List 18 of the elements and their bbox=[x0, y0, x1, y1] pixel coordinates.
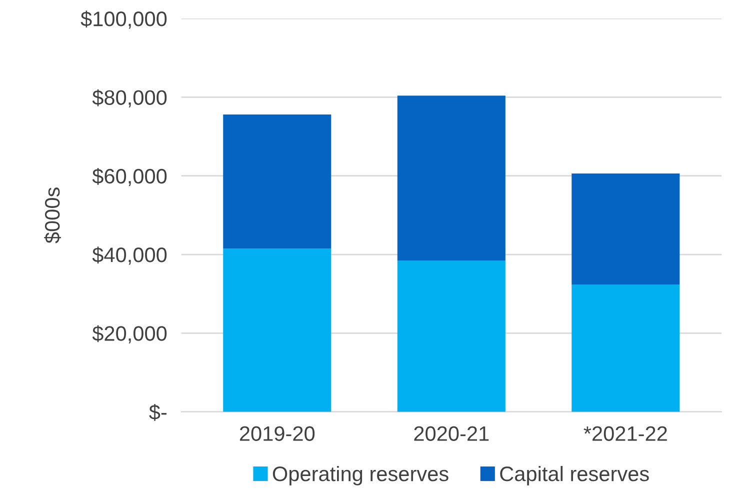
legend-label: Capital reserves bbox=[500, 466, 649, 486]
legend-label: Operating reserves bbox=[272, 466, 448, 486]
y-tick-label: $40,000 bbox=[92, 246, 167, 265]
y-tick-label: $100,000 bbox=[80, 10, 167, 29]
bar bbox=[397, 260, 506, 412]
y-tick-label: $- bbox=[149, 404, 166, 421]
y-tick-label: $20,000 bbox=[92, 325, 167, 344]
x-tick-label: 2020-21 bbox=[414, 426, 489, 442]
bar bbox=[223, 114, 332, 249]
bar bbox=[397, 96, 506, 261]
bar bbox=[572, 173, 680, 285]
bar bbox=[223, 248, 332, 412]
x-tick-label: *2021-22 bbox=[584, 426, 667, 442]
bar bbox=[572, 284, 680, 412]
x-tick-label: 2019-20 bbox=[240, 426, 315, 442]
y-tick-label: $60,000 bbox=[92, 168, 167, 186]
y-axis-title: $000s bbox=[44, 188, 61, 244]
y-tick-label: $80,000 bbox=[92, 89, 167, 108]
